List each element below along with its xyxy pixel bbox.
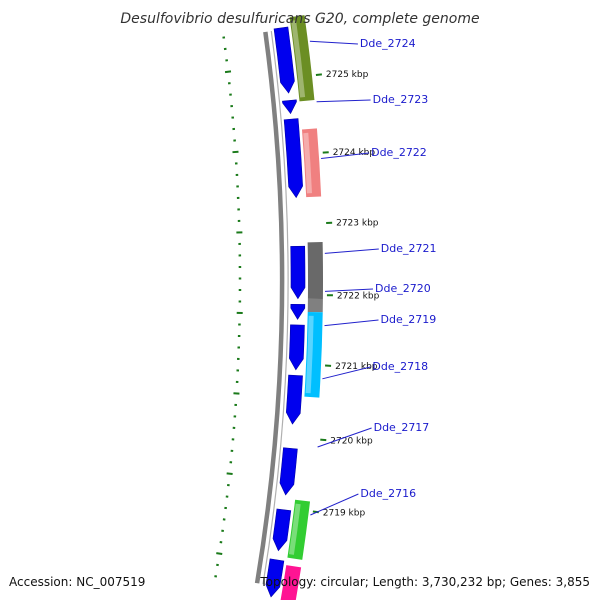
cds-arrow-4[interactable] [290, 245, 306, 300]
kbp-scale-label: 2724 kbp [333, 148, 376, 158]
gene-label-leader [324, 248, 379, 254]
cds-track [265, 26, 306, 598]
gene-label-dde-2717[interactable]: Dde_2717 [374, 421, 430, 434]
backbone-arc [254, 31, 285, 584]
gene-label-dde-2723[interactable]: Dde_2723 [373, 93, 429, 106]
backbone-ring [254, 31, 289, 585]
gene-label-leader [310, 493, 359, 516]
gene-block-highlight [303, 132, 312, 194]
cds-arrow-8[interactable] [279, 447, 298, 496]
kbp-tick-mark [320, 438, 327, 442]
gene-block-dde-2721[interactable] [307, 242, 324, 299]
gene-block-dde-2719[interactable] [304, 312, 323, 398]
cds-arrow-9[interactable] [272, 508, 292, 552]
major-tick-mark [224, 70, 232, 74]
gene-block-dde-2720[interactable] [307, 298, 323, 313]
gene-label-dde-2718[interactable]: Dde_2718 [372, 360, 428, 373]
gene-label-leader [322, 366, 371, 380]
gene-label-leader [317, 427, 372, 448]
gene-block-dde-2722[interactable] [301, 128, 322, 198]
genome-summary: Topology: circular; Length: 3,730,232 bp… [259, 575, 590, 589]
cds-arrow-10[interactable] [265, 558, 285, 598]
gene-label-leader [324, 288, 374, 292]
major-tick-mark [226, 472, 233, 476]
gene-block-dde-2724[interactable] [289, 15, 315, 102]
kbp-scale-label: 2722 kbp [337, 291, 380, 301]
gene-label-dde-2716[interactable]: Dde_2716 [360, 487, 416, 500]
gene-label-dde-2720[interactable]: Dde_2720 [375, 282, 431, 295]
gene-track [280, 15, 324, 600]
gene-block-highlight [288, 503, 301, 555]
gene-label-dde-2724[interactable]: Dde_2724 [360, 37, 416, 50]
kbp-scale-label: 2721 kbp [335, 362, 378, 372]
gene-block-highlight [291, 20, 306, 98]
gene-block-highlight [305, 315, 314, 394]
gene-label-dde-2722[interactable]: Dde_2722 [371, 146, 427, 159]
gene-labels: Dde_2724 Dde_2723 Dde_2722 Dde_2721 Dde_2720… [309, 37, 437, 516]
map-title: Desulfovibrio desulfuricans G20, complet… [120, 11, 479, 27]
outer-tick-ring [214, 36, 243, 578]
kbp-scale-label: 2723 kbp [336, 219, 379, 229]
kbp-scale: 2725 kbp 2724 kbp 2723 kbp 2722 kbp 2721 kbp… [312, 70, 380, 519]
gene-label-dde-2719[interactable]: Dde_2719 [381, 313, 437, 326]
gene-block-dde-2716[interactable] [287, 499, 311, 560]
backbone-inner-arc [262, 31, 289, 585]
cds-arrow-2[interactable] [282, 99, 297, 115]
gene-block-dde-2715[interactable] [280, 565, 302, 600]
accession-label: Accession: NC_007519 [9, 575, 145, 589]
cds-arrow-6[interactable] [289, 324, 305, 371]
gene-label-leader [324, 319, 379, 327]
cds-arrow-3[interactable] [283, 118, 303, 199]
cds-arrow-5[interactable] [290, 303, 306, 320]
kbp-scale-label: 2725 kbp [326, 70, 369, 80]
gene-label-leader [309, 40, 358, 45]
cds-arrow-1[interactable] [273, 26, 295, 94]
gene-label-leader [316, 99, 371, 103]
kbp-scale-label: 2719 kbp [323, 509, 366, 519]
cds-arrow-7[interactable] [285, 374, 303, 425]
major-tick-mark [216, 552, 223, 556]
kbp-scale-label: 2720 kbp [330, 436, 373, 446]
gene-label-dde-2721[interactable]: Dde_2721 [381, 242, 437, 255]
kbp-tick-mark [315, 73, 322, 76]
gene-label-leader [321, 152, 370, 159]
